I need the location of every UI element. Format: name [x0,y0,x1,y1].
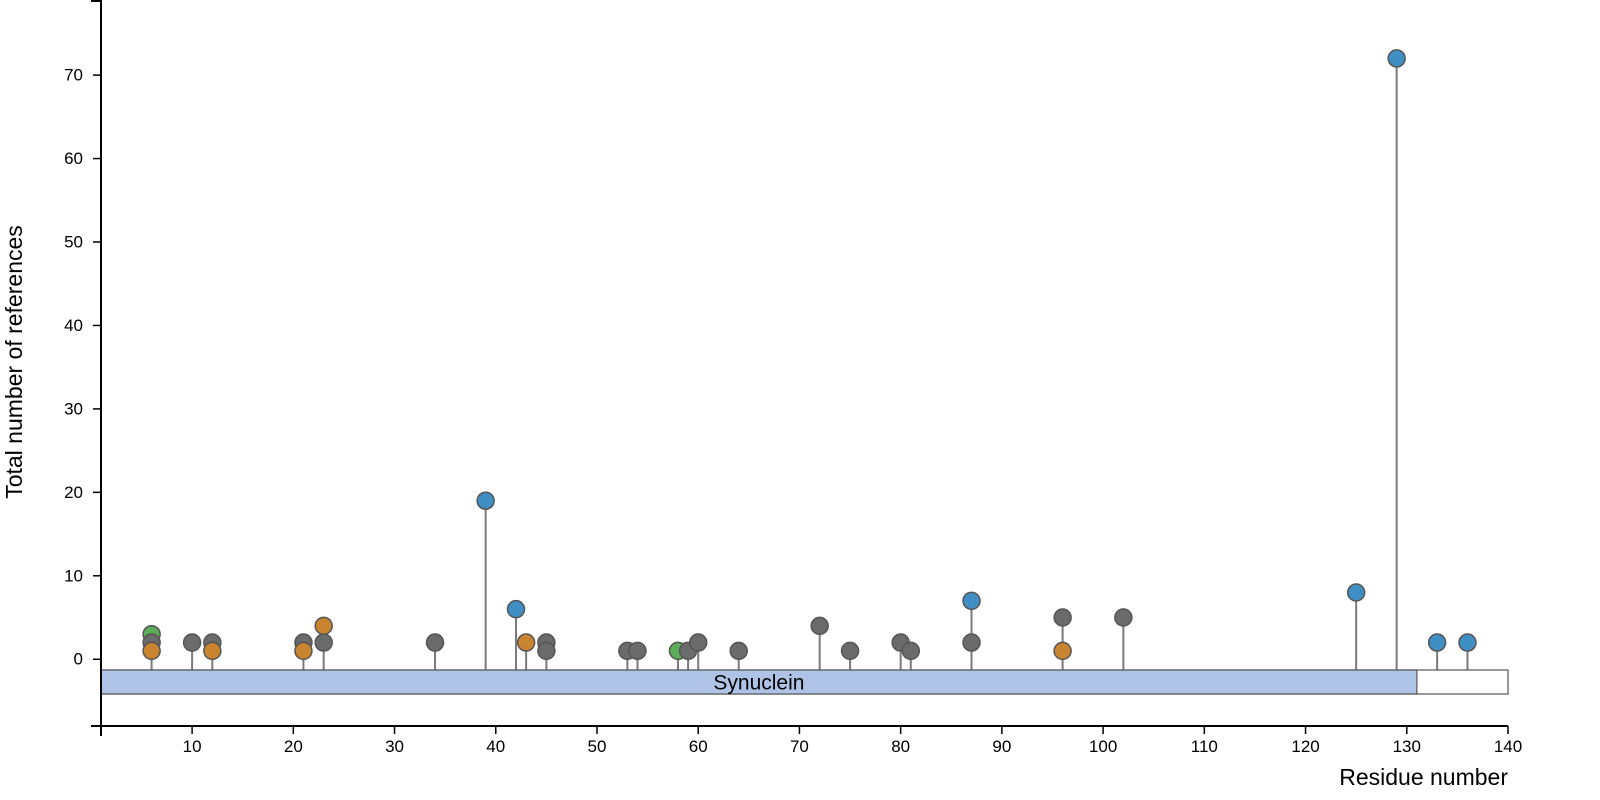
x-tick-label: 60 [689,737,708,756]
x-tick-label: 140 [1494,737,1522,756]
data-point[interactable] [294,641,313,661]
y-tick-label: 60 [64,149,83,168]
x-axis: 10 20 30 40 50 60 70 80 90 100 110 120 130 140 [100,725,1522,756]
y-tick-label: 10 [64,566,83,585]
x-tick-label: 90 [992,737,1011,756]
x-tick-label: 10 [183,737,202,756]
stems [150,58,1469,670]
data-point[interactable] [901,641,921,661]
y-tick-label: 20 [64,483,83,502]
data-point[interactable] [1053,608,1072,627]
y-tick-label: 30 [64,399,83,418]
data-point[interactable] [962,633,981,652]
y-axis: 0 10 20 30 40 50 60 70 [64,0,102,727]
x-tick-label: 40 [486,737,505,756]
data-point[interactable] [203,641,222,661]
data-point[interactable] [628,641,647,661]
data-point[interactable] [688,633,708,652]
data-point[interactable] [537,641,556,661]
data-point[interactable] [962,591,981,611]
data-point[interactable] [516,633,536,652]
data-point[interactable] [182,633,202,652]
data-point[interactable] [1114,608,1133,627]
x-tick-label: 110 [1191,737,1218,756]
y-tick-label: 0 [74,650,83,669]
data-point[interactable] [840,641,860,661]
x-tick-label: 20 [284,737,303,756]
data-point[interactable] [314,633,333,652]
data-point[interactable] [810,616,829,636]
x-tick-label: 70 [790,737,809,756]
data-point[interactable] [1053,641,1072,661]
domain-label: Synuclein [713,672,804,695]
data-point[interactable] [425,633,445,652]
data-point[interactable] [476,491,495,510]
x-tick-label: 80 [891,737,910,756]
y-tick-label: 70 [64,66,83,85]
x-tick-label: 30 [385,737,404,756]
domain-synuclein[interactable] [100,669,1418,695]
y-tick-label: 50 [64,233,83,252]
data-point[interactable] [1458,633,1477,652]
y-axis-title: Total number of references [1,225,27,499]
x-axis-title: Residue number [1339,764,1508,790]
data-point[interactable] [142,641,161,661]
data-point[interactable] [1346,583,1366,602]
x-tick-label: 120 [1291,737,1319,756]
protein-bar: Synuclein [100,669,1509,695]
data-point[interactable] [1427,633,1447,652]
y-tick-label: 40 [64,316,83,335]
x-tick-label: 50 [588,737,607,756]
data-point[interactable] [1387,49,1406,68]
data-point[interactable] [314,616,333,636]
data-point[interactable] [506,599,526,619]
data-point[interactable] [729,641,748,661]
x-tick-label: 100 [1089,737,1117,756]
points [142,49,1477,661]
x-tick-label: 130 [1393,737,1421,756]
